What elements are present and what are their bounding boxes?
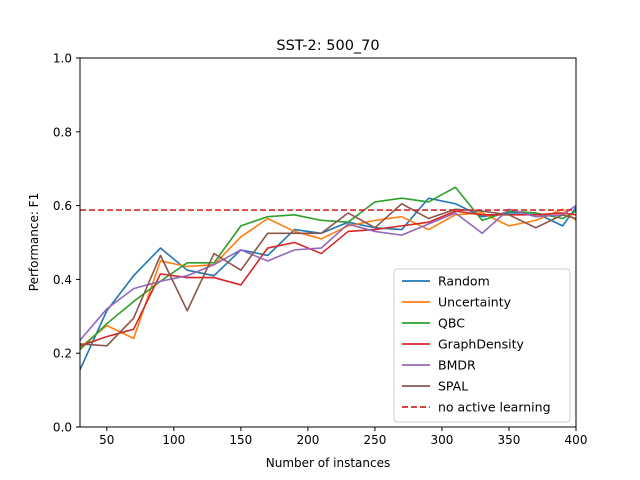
x-tick-label: 400 (565, 433, 588, 447)
y-tick-label: 0.2 (53, 347, 72, 361)
x-tick-label: 150 (229, 433, 252, 447)
series-line-uncertainty (80, 208, 576, 349)
x-tick-label: 350 (498, 433, 521, 447)
legend-label: Random (438, 274, 490, 289)
y-tick-label: 1.0 (53, 52, 72, 66)
x-tick-label: 100 (162, 433, 185, 447)
series-line-spal (80, 202, 576, 347)
y-axis-label: Performance: F1 (27, 193, 41, 291)
x-tick-label: 250 (363, 433, 386, 447)
y-tick-label: 0.4 (53, 273, 72, 287)
plot-area (80, 186, 576, 371)
x-axis-label: Number of instances (266, 456, 391, 470)
series-line-bmdr (80, 204, 576, 341)
x-tick-label: 300 (430, 433, 453, 447)
x-tick-label: 50 (99, 433, 114, 447)
x-tick-label: 200 (296, 433, 319, 447)
legend-box (393, 268, 571, 423)
axes: 50 100 150 200 250 300 350 400 0.0 0.2 0.4 0.6 0.8 1.… (53, 52, 588, 448)
legend-label: BMDR (438, 358, 476, 373)
legend: Random Uncertainty QBC GraphDensity BMDR SPAL… (393, 268, 571, 423)
plot-frame (79, 57, 577, 428)
legend-label: QBC (438, 316, 465, 331)
chart-title: SST-2: 500_70 (276, 38, 379, 54)
legend-label: Uncertainty (438, 295, 512, 310)
y-tick-label: 0.6 (53, 199, 72, 213)
y-tick-label: 0.0 (53, 421, 72, 435)
y-tick-label: 0.8 (53, 125, 72, 139)
legend-label: no active learning (438, 400, 551, 415)
legend-label: SPAL (438, 379, 468, 394)
legend-label: GraphDensity (438, 337, 524, 352)
